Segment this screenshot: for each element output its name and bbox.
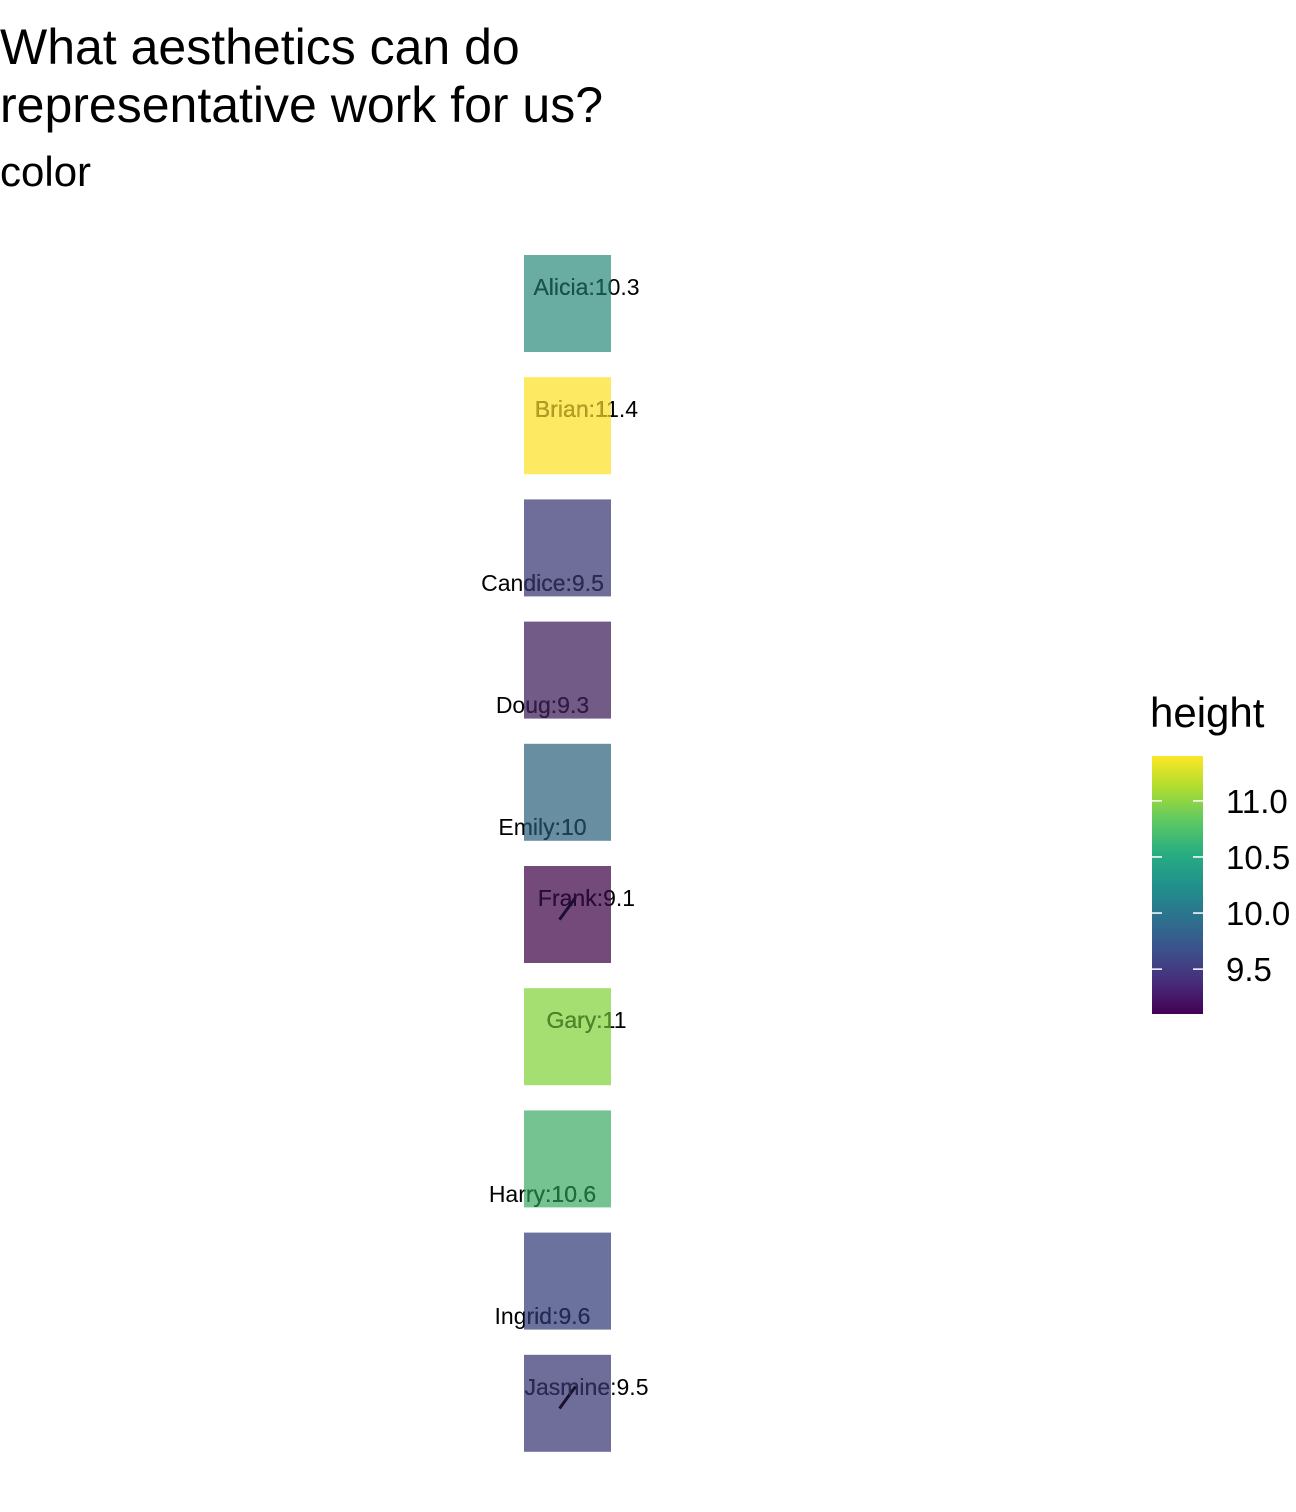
tile-label-overlay-emily: Emily:10 xyxy=(498,814,586,840)
tile-label-overlay-jasmine: Jasmine:9.5 xyxy=(524,1374,648,1400)
tile-label-ingrid: Ingrid:9.6 xyxy=(495,1303,591,1329)
tile-mark-frank xyxy=(558,896,577,921)
tile-label-overlay-brian: Brian:11.4 xyxy=(535,396,638,422)
tile-mark-jasmine xyxy=(558,1385,577,1410)
legend-tick-label: 10.5 xyxy=(1226,839,1290,876)
tile-alicia xyxy=(524,255,611,352)
legend: 11.0 10.5 10.0 9.5 xyxy=(1152,756,1290,1014)
legend-title: height xyxy=(1150,689,1265,736)
tile-label-emily: Emily:10 xyxy=(498,814,586,840)
tile-label-frank: Frank:9.1 xyxy=(538,885,635,911)
tile-candice xyxy=(524,499,611,597)
tile-label-overlay-alicia: Alicia:10.3 xyxy=(533,274,639,300)
tile-label-overlay-ingrid: Ingrid:9.6 xyxy=(495,1303,591,1329)
tile-jasmine xyxy=(524,1354,611,1452)
tiles-layer xyxy=(524,255,611,1452)
legend-colorbar xyxy=(1152,756,1203,1014)
tile-label-harry: Harry:10.6 xyxy=(489,1181,596,1207)
tile-frank xyxy=(524,866,611,963)
chart-title: What aesthetics can do representative wo… xyxy=(0,19,604,133)
tile-label-overlay-frank: Frank:9.1 xyxy=(538,885,635,911)
tile-ingrid xyxy=(524,1232,611,1330)
tile-brian xyxy=(524,377,611,475)
tile-label-gary: Gary:11 xyxy=(546,1007,626,1033)
tile-gary xyxy=(524,988,611,1086)
chart-subtitle: color xyxy=(0,148,92,195)
legend-tick-label: 10.0 xyxy=(1226,895,1290,932)
tile-harry xyxy=(524,1110,611,1208)
tile-label-jasmine: Jasmine:9.5 xyxy=(524,1374,648,1400)
tile-label-overlay-gary: Gary:11 xyxy=(546,1007,626,1033)
tile-doug xyxy=(524,621,611,719)
legend-tick-label: 9.5 xyxy=(1226,951,1272,988)
tile-emily xyxy=(524,743,611,841)
tile-label-overlay-harry: Harry:10.6 xyxy=(489,1181,596,1207)
labels-layer: Alicia:10.3Alicia:10.3Brian:11.4Brian:11… xyxy=(481,274,648,1400)
tile-label-overlay-doug: Doug:9.3 xyxy=(496,692,589,718)
tile-label-candice: Candice:9.5 xyxy=(481,570,604,596)
tile-label-overlay-candice: Candice:9.5 xyxy=(481,570,604,596)
tile-label-doug: Doug:9.3 xyxy=(496,692,589,718)
legend-tick-label: 11.0 xyxy=(1226,783,1288,820)
tile-label-brian: Brian:11.4 xyxy=(535,396,638,422)
tile-label-alicia: Alicia:10.3 xyxy=(533,274,639,300)
